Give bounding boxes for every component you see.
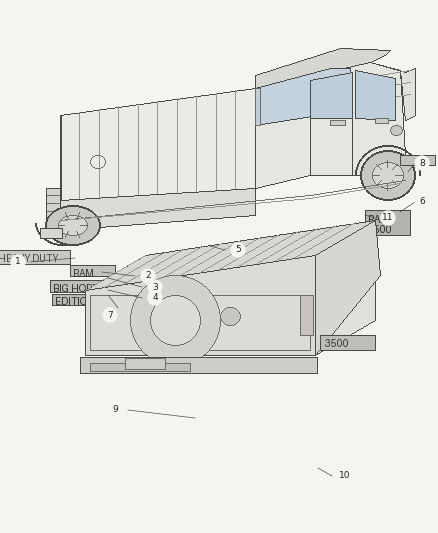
Circle shape (148, 280, 162, 294)
Circle shape (108, 403, 122, 417)
Text: 2: 2 (145, 271, 151, 280)
Circle shape (141, 269, 155, 283)
Text: 6: 6 (419, 198, 425, 206)
Circle shape (338, 469, 352, 483)
Text: 5: 5 (235, 246, 241, 254)
Text: 7: 7 (107, 311, 113, 319)
Circle shape (231, 243, 245, 257)
Circle shape (415, 156, 429, 170)
Text: 1: 1 (15, 257, 21, 266)
Circle shape (381, 211, 395, 225)
Text: 10: 10 (339, 472, 351, 481)
Text: 8: 8 (419, 158, 425, 167)
Circle shape (103, 308, 117, 322)
Circle shape (11, 255, 25, 269)
Text: 11: 11 (382, 214, 394, 222)
Text: 9: 9 (112, 406, 118, 415)
Circle shape (415, 195, 429, 209)
Circle shape (148, 291, 162, 305)
Text: 3: 3 (152, 282, 158, 292)
Text: 4: 4 (152, 294, 158, 303)
